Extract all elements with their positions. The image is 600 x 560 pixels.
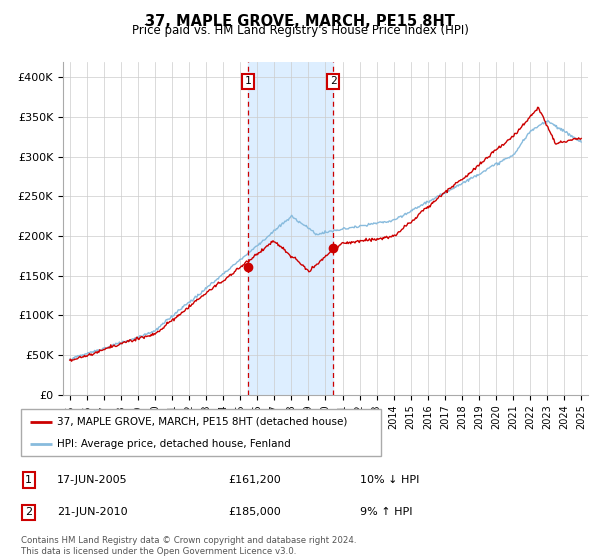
FancyBboxPatch shape (21, 409, 381, 456)
Text: 2: 2 (25, 507, 32, 517)
Text: 37, MAPLE GROVE, MARCH, PE15 8HT: 37, MAPLE GROVE, MARCH, PE15 8HT (145, 14, 455, 29)
Text: Contains HM Land Registry data © Crown copyright and database right 2024.
This d: Contains HM Land Registry data © Crown c… (21, 536, 356, 556)
Text: 2: 2 (330, 76, 337, 86)
Text: 37, MAPLE GROVE, MARCH, PE15 8HT (detached house): 37, MAPLE GROVE, MARCH, PE15 8HT (detach… (57, 417, 347, 427)
Text: Price paid vs. HM Land Registry's House Price Index (HPI): Price paid vs. HM Land Registry's House … (131, 24, 469, 37)
Text: £185,000: £185,000 (228, 507, 281, 517)
Text: 9% ↑ HPI: 9% ↑ HPI (360, 507, 413, 517)
Text: 1: 1 (25, 475, 32, 485)
Text: 1: 1 (245, 76, 251, 86)
Text: 17-JUN-2005: 17-JUN-2005 (57, 475, 128, 485)
Bar (248, 62, 334, 395)
Text: £161,200: £161,200 (228, 475, 281, 485)
Text: 10% ↓ HPI: 10% ↓ HPI (360, 475, 419, 485)
Text: 21-JUN-2010: 21-JUN-2010 (57, 507, 128, 517)
Text: HPI: Average price, detached house, Fenland: HPI: Average price, detached house, Fenl… (57, 438, 291, 449)
